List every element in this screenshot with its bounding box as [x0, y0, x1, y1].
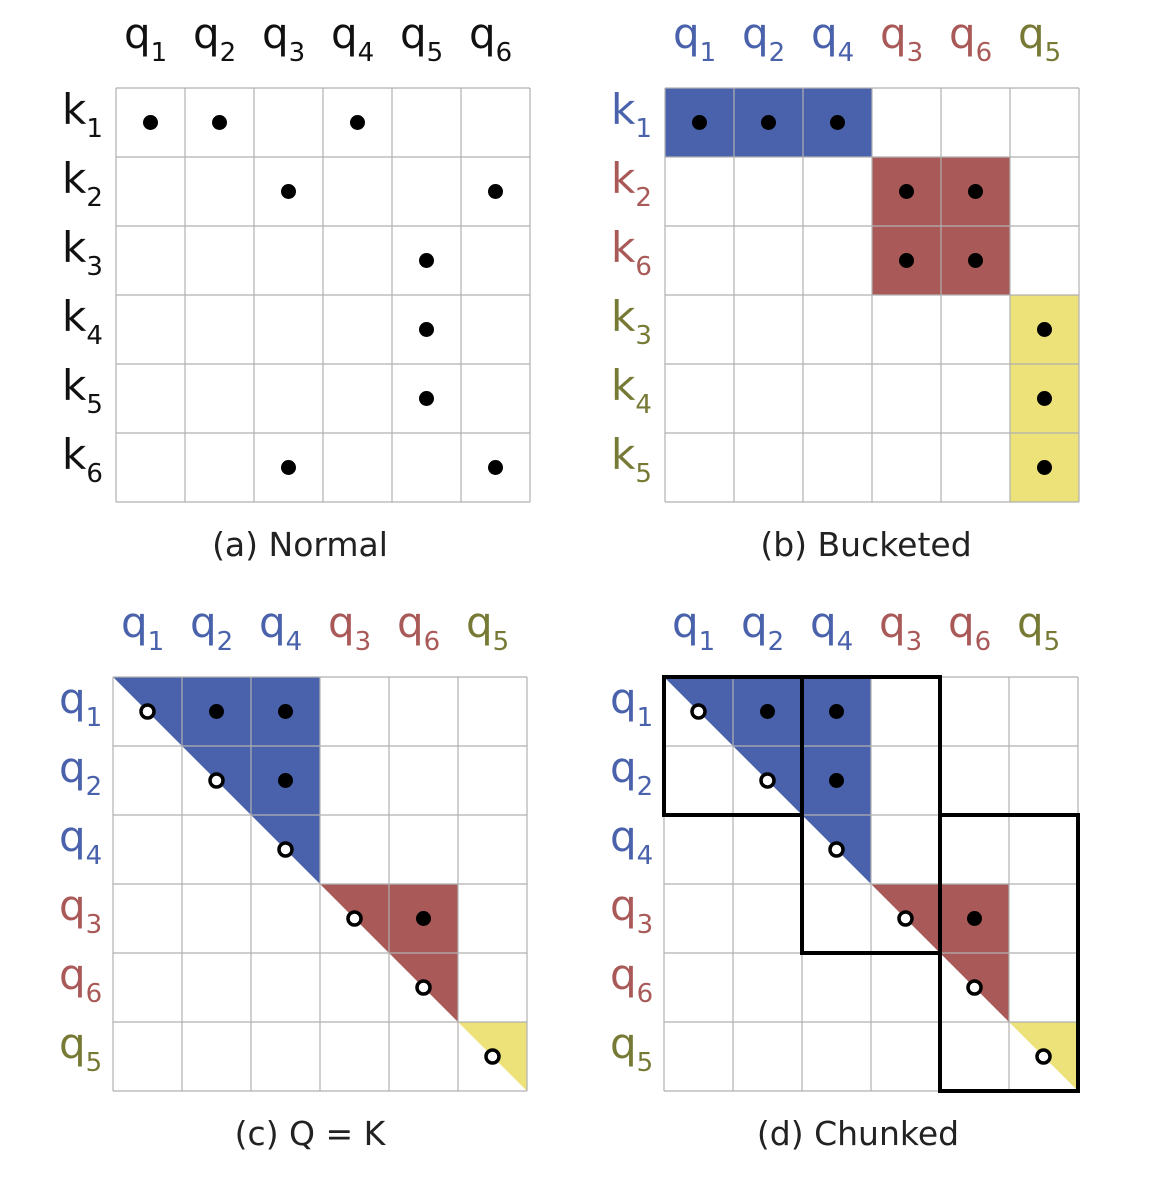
self-attention-ring	[828, 841, 845, 858]
col-label-q2: q2	[741, 598, 784, 657]
row-label-k1: k1	[611, 85, 652, 144]
attention-dot	[281, 460, 296, 475]
row-label-q3: q3	[610, 881, 653, 940]
row-label-q5: q5	[610, 1019, 653, 1078]
attention-dot	[899, 184, 914, 199]
self-attention-ring	[415, 979, 432, 996]
row-label-q4: q4	[59, 812, 102, 871]
attention-dot	[209, 704, 224, 719]
row-label-k1: k1	[62, 85, 103, 144]
col-label-q3: q3	[880, 9, 923, 68]
self-attention-ring	[690, 703, 707, 720]
col-label-q2: q2	[193, 9, 236, 68]
attention-dot	[281, 184, 296, 199]
row-label-k5: k5	[62, 361, 103, 420]
col-label-q3: q3	[879, 598, 922, 657]
attention-dot	[967, 911, 982, 926]
col-label-q2: q2	[742, 9, 785, 68]
col-label-q1: q1	[124, 9, 167, 68]
self-attention-ring	[484, 1048, 501, 1065]
row-label-q4: q4	[610, 812, 653, 871]
row-label-k2: k2	[62, 154, 103, 213]
row-label-q1: q1	[610, 674, 653, 733]
self-attention-ring	[897, 910, 914, 927]
self-attention-ring	[208, 772, 225, 789]
attention-dot	[488, 460, 503, 475]
attention-dot	[692, 115, 707, 130]
self-attention-ring	[966, 979, 983, 996]
row-label-k3: k3	[62, 223, 103, 282]
attention-dot	[350, 115, 365, 130]
attention-dot	[143, 115, 158, 130]
panel-caption: (b) Bucketed	[760, 525, 971, 564]
attention-dot	[212, 115, 227, 130]
col-label-q1: q1	[121, 598, 164, 657]
col-label-q2: q2	[190, 598, 233, 657]
panel-d: q1 q2 q4 q3 q6 q5 q1 q2 q4 q3 q6 q5 (d) Chunked	[610, 598, 1080, 1153]
panel-b: q1 q2 q4 q3 q6 q5 k1 k2 k6 k3 k4 k5 (b) Bucketed	[611, 9, 1080, 564]
row-label-k5: k5	[611, 430, 652, 489]
col-label-q4: q4	[810, 598, 853, 657]
attention-dot	[829, 704, 844, 719]
attention-dot	[968, 253, 983, 268]
col-label-q6: q6	[397, 598, 440, 657]
attention-dot	[419, 253, 434, 268]
row-label-q1: q1	[59, 674, 102, 733]
self-attention-ring	[139, 703, 156, 720]
self-attention-ring	[346, 910, 363, 927]
col-label-q3: q3	[262, 9, 305, 68]
col-label-q1: q1	[672, 598, 715, 657]
attention-dot	[278, 773, 293, 788]
self-attention-ring	[1035, 1048, 1052, 1065]
self-attention-ring	[277, 841, 294, 858]
col-label-q4: q4	[331, 9, 374, 68]
row-label-q3: q3	[59, 881, 102, 940]
panel-a: q1 q2 q3 q4 q5 q6 k1 k2 k3 k4 k5 k6 (a) Normal	[62, 9, 531, 564]
row-label-q2: q2	[59, 743, 102, 802]
col-label-q4: q4	[259, 598, 302, 657]
attention-dot	[760, 704, 775, 719]
col-label-q5: q5	[1017, 598, 1060, 657]
attention-dot	[829, 773, 844, 788]
self-attention-ring	[759, 772, 776, 789]
attention-dot	[968, 184, 983, 199]
attention-dot	[416, 911, 431, 926]
panel-c: q1 q2 q4 q3 q6 q5 q1 q2 q4 q3 q6 q5 (c) Q = K	[59, 598, 528, 1153]
row-label-q2: q2	[610, 743, 653, 802]
col-label-q5: q5	[466, 598, 509, 657]
chunk-box	[938, 813, 1080, 1093]
attention-dot	[761, 115, 776, 130]
row-label-q5: q5	[59, 1019, 102, 1078]
attention-dot	[278, 704, 293, 719]
col-label-q5: q5	[400, 9, 443, 68]
col-label-q4: q4	[811, 9, 854, 68]
row-label-k4: k4	[611, 361, 652, 420]
row-label-k2: k2	[611, 154, 652, 213]
attention-dot	[1037, 391, 1052, 406]
col-label-q3: q3	[328, 598, 371, 657]
row-label-q6: q6	[59, 950, 102, 1009]
attention-dot	[830, 115, 845, 130]
attention-dot	[419, 322, 434, 337]
col-label-q6: q6	[949, 9, 992, 68]
row-label-q6: q6	[610, 950, 653, 1009]
row-label-k6: k6	[62, 430, 103, 489]
panel-caption: (d) Chunked	[757, 1114, 959, 1153]
panel-caption: (c) Q = K	[235, 1114, 387, 1153]
row-label-k3: k3	[611, 292, 652, 351]
col-label-q6: q6	[948, 598, 991, 657]
row-label-k4: k4	[62, 292, 103, 351]
col-label-q1: q1	[673, 9, 716, 68]
panel-caption: (a) Normal	[212, 525, 388, 564]
row-label-k6: k6	[611, 223, 652, 282]
attention-dot	[488, 184, 503, 199]
attention-dot	[1037, 460, 1052, 475]
attention-dot	[899, 253, 914, 268]
attention-dot	[419, 391, 434, 406]
attention-dot	[1037, 322, 1052, 337]
col-label-q5: q5	[1018, 9, 1061, 68]
col-label-q6: q6	[469, 9, 512, 68]
